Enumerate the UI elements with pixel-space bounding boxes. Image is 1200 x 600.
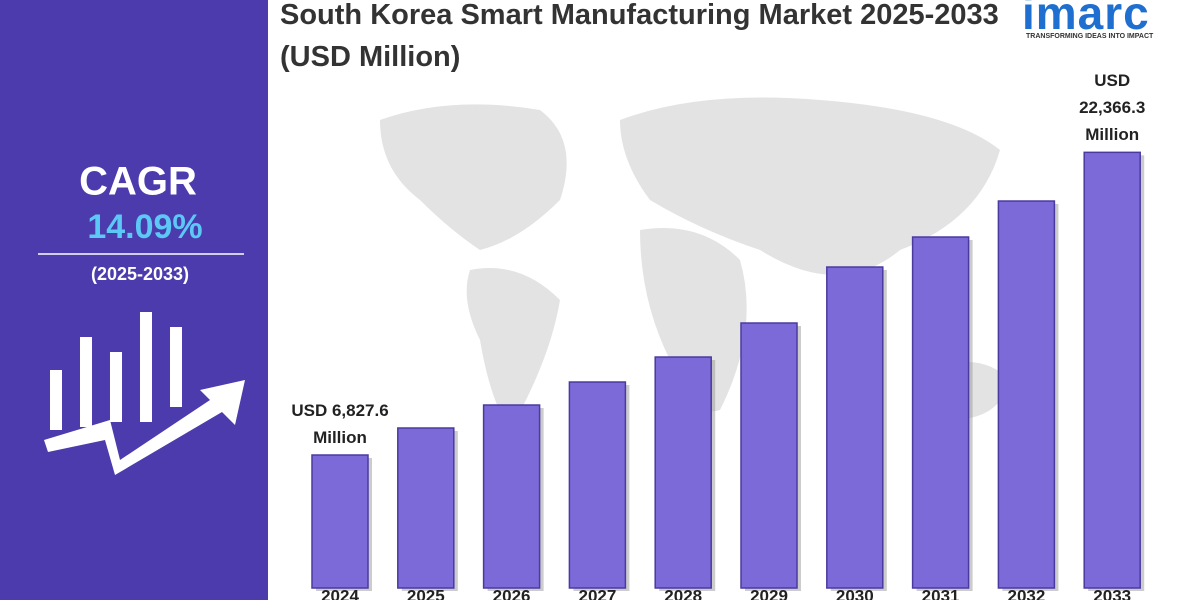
bar	[997, 200, 1056, 589]
bar	[826, 266, 884, 589]
x-tick-label: 2027	[578, 586, 616, 600]
cagr-period: (2025-2033)	[91, 264, 189, 284]
chart-title: South Korea Smart Manufacturing Market 2…	[280, 0, 999, 73]
logo: imarc	[1022, 0, 1150, 39]
growth-icon	[44, 312, 245, 475]
value-label: USD 6,827.6 Million	[291, 401, 389, 447]
x-tick-label: 2033	[1093, 586, 1131, 600]
cagr-label: CAGR	[79, 160, 197, 204]
value-label: USD 22,366.3 Million	[1079, 71, 1146, 145]
sidebar	[0, 0, 268, 600]
x-tick-label: 2031	[922, 586, 960, 600]
bar	[1083, 151, 1141, 589]
bar	[654, 356, 712, 589]
bar	[568, 381, 627, 589]
bar	[482, 404, 541, 589]
cagr-value: 14.09%	[87, 208, 202, 246]
bar	[311, 454, 369, 589]
x-tick-label: 2026	[493, 586, 531, 600]
x-tick-label: 2030	[836, 586, 874, 600]
x-tick-label: 2032	[1007, 586, 1045, 600]
x-tick-label: 2025	[407, 586, 445, 600]
x-tick-label: 2029	[750, 586, 788, 600]
bar	[911, 236, 970, 589]
x-tick-label: 2024	[321, 586, 359, 600]
x-tick-label: 2028	[664, 586, 702, 600]
bar	[397, 427, 455, 589]
logo-tagline: TRANSFORMING IDEAS INTO IMPACT	[1026, 33, 1154, 40]
bar	[740, 322, 798, 589]
world-map	[380, 97, 1010, 430]
